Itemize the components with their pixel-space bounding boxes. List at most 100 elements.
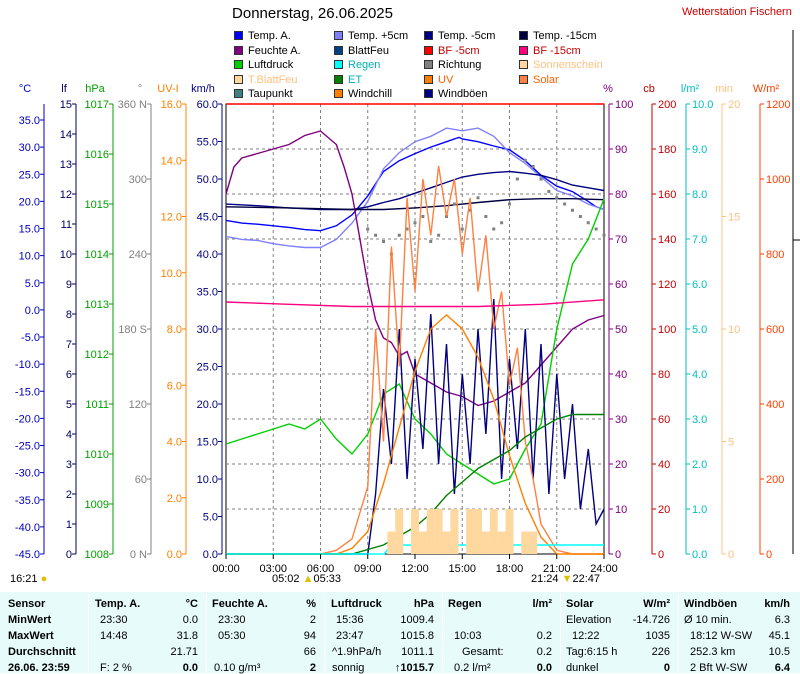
row-label-avg: Durchschnitt [8,646,76,658]
axis-tick-label: 1009 [85,499,109,511]
axis-tick-label: 0 [766,549,772,561]
legend-item-temp-5cm: Temp. -5cm [424,30,495,42]
axis-tick-label: 55.0 [197,137,218,149]
point-richtung [437,233,441,237]
hum-now-extra: 0.10 g/m³ [214,662,261,674]
hum-min-value: 2 [309,614,316,626]
point-richtung [382,240,385,243]
axis-tick-label: 60.0 [197,99,218,111]
axis-tick-label: 1000 [766,174,790,186]
axis-tick-label: 0 [66,549,72,561]
axis-tick-label: 400 [766,399,784,411]
axis-tick-label: 1.0 [692,504,707,516]
legend-swatch [424,74,433,84]
legend-swatch [424,89,433,98]
stats-col-temp: Temp. A. °C 23:30 0.0 14:48 31.8 21.71 F… [88,592,206,674]
legend-swatch [234,31,243,40]
legend-item-bf-5cm: BF -5cm [424,45,480,57]
line-feuchte-a [225,130,605,407]
legend-label: BlattFeu [348,44,389,57]
point-richtung [563,202,567,206]
rain-now-extra: 0.2 l/m² [454,662,491,674]
line-temp-5cm [225,127,605,249]
legend-label: Feuchte A. [248,44,301,57]
axis-tick-label: 90 [615,144,627,156]
axis-tick-label: 40 [615,369,627,381]
solar-max-value: 1035 [645,630,670,642]
bar-sonnenschein [442,531,451,554]
axis-tick-label: 15 [60,99,72,111]
point-richtung [413,221,417,225]
legend-label: T.BlattFeu [248,73,298,86]
bar-sonnenschein [481,531,490,554]
legend-item-windb-en: Windböen [424,88,488,100]
sunrise-times: 05:02 ▲05:33 [272,573,342,585]
station-name[interactable]: Wetterstation Fischern [682,6,792,18]
solar-max-time: 12:22 [572,630,600,642]
solar-daylength: Tag:6:15 h [566,646,618,658]
stats-unit-wind: km/h [764,598,790,610]
x-axis: 00:00 03:00 06:00 09:00 12:00 15:00 18:00 21:00… [212,554,618,575]
legend-label: BF -5cm [438,44,480,57]
axis-tick-label: 0.0 [167,549,182,561]
stats-col-wind: Windböen km/h Ø 10 min. 6.3 18:12 W-SW 4… [678,592,800,674]
legend-label: Temp. -5cm [438,30,496,42]
x-tick-label: 06:00 [307,563,335,575]
legend-swatch [234,60,243,69]
bar-sonnenschein [505,509,514,554]
plot-area [225,103,606,555]
axis-tick-label: 9.0 [692,144,707,156]
axis-tick-label: -45.0 [15,549,40,561]
legend-swatch [334,89,343,98]
line-windb-en [226,298,605,555]
legend-swatch [234,45,243,55]
legend-item-blattfeu: BlattFeu [334,45,389,57]
axis-tick-label: 15.0 [197,437,218,449]
point-richtung [492,227,496,231]
legend-label: Temp. -15cm [533,30,597,42]
axis-tick-label: 10.0 [161,268,182,280]
temp-avg-value: 21.71 [170,646,198,658]
axis-unit-cb: cb [643,83,655,95]
axis-tick-label: 14 [60,129,72,141]
axis-tick-label: 6.0 [692,279,707,291]
sunset-times: 21:24 ▼22:47 [531,573,601,585]
legend-item-regen: Regen [334,59,380,71]
legend-label: Luftdruck [248,59,294,71]
axis-unit-hpa: hPa [85,83,105,95]
axis-tick-label: 5.0 [692,324,707,336]
stats-header-sensor: Sensor [8,598,46,610]
temp-min-value: 0.0 [182,614,198,626]
press-avg-value: 1011.1 [401,646,434,658]
x-tick-label: 03:00 [259,563,287,575]
x-tick-label: 15:00 [448,563,476,575]
point-richtung [547,190,551,193]
axis-tick-label: 30 [615,414,627,426]
chart-title: Donnerstag, 26.06.2025 [232,5,393,22]
legend-item-uv: UV [424,74,453,86]
solar-elevation-value: -14.726 [632,614,670,626]
axis-tick-label: -20.0 [15,413,40,425]
axis-tick-label: 200 [658,99,676,111]
current-time: 16:21 ● [10,573,48,585]
axis-tick-label: 20 [615,459,627,471]
axis-tick-label: 14.0 [161,155,182,167]
axis-tick-label: 35.0 [197,287,218,299]
stats-header-humidity: Feuchte A. [212,598,268,610]
point-richtung [539,177,543,181]
axis-tick-label: 10 [615,504,627,516]
legend-item-solar: Solar [519,74,559,86]
axis-tick-label: -15.0 [15,386,40,398]
axis-tick-label: 30.0 [19,142,40,154]
axis-tick-label: 1010 [85,449,109,461]
legend-label: Solar [533,73,559,86]
axis-tick-label: 6 [66,369,72,381]
point-richtung [586,221,590,225]
x-tick-label: 00:00 [212,563,240,575]
legend-item-richtung: Richtung [424,59,481,71]
axis-unit-l-m: l/m² [681,83,700,95]
axis-tick-label: 80 [615,189,627,201]
arrow-up-icon: ↑ [394,662,401,674]
press-max-time: 23:47 [336,630,364,642]
axis-tick-label: 8.0 [692,189,707,201]
